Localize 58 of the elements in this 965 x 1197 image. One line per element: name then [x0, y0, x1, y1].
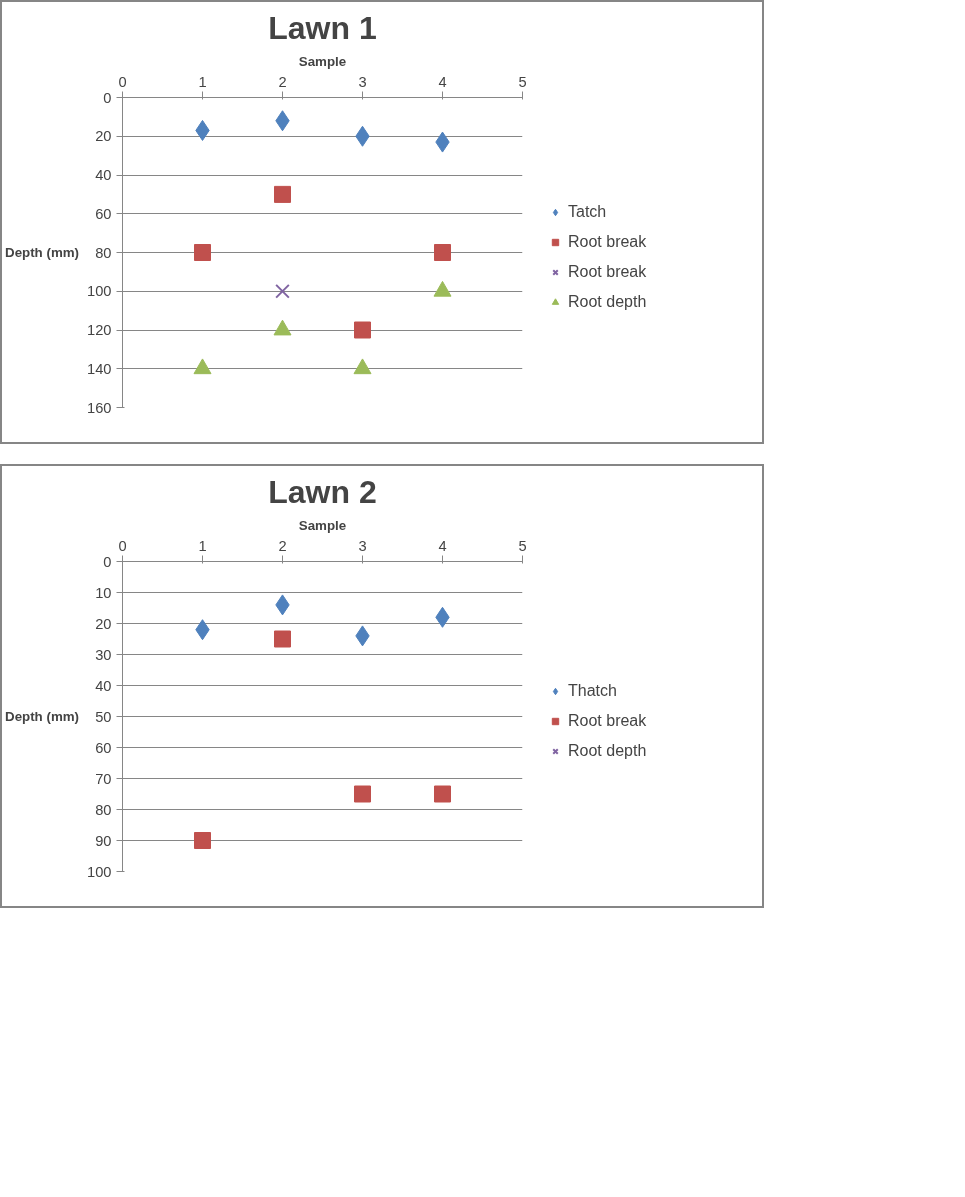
y-tick-label: 20	[95, 128, 112, 145]
y-tick-label: 160	[87, 399, 112, 416]
y-axis-title: Depth (mm)	[5, 245, 80, 260]
x-tick-label: 2	[278, 537, 287, 554]
y-tick-label: 120	[87, 322, 112, 338]
y-tick-label: 100	[87, 283, 112, 300]
point	[274, 630, 291, 648]
legend-label: Root break	[568, 233, 647, 251]
point	[433, 280, 452, 297]
y-tick-label: 140	[87, 360, 112, 377]
x-tick-label: 1	[198, 537, 207, 554]
y-tick-label: 0	[103, 553, 112, 570]
chart-title: Lawn 2	[268, 473, 377, 510]
y-tick-label: 80	[95, 801, 112, 818]
legend-label: Root break	[568, 712, 647, 730]
x-tick-label: 3	[358, 537, 367, 554]
point	[353, 358, 372, 375]
point	[194, 244, 211, 261]
y-tick-label: 10	[95, 584, 112, 601]
y-tick-label: 90	[95, 832, 112, 849]
x-tick-label: 0	[118, 537, 127, 554]
x-tick-label: 5	[518, 537, 527, 554]
x-tick-label: 0	[118, 73, 127, 90]
point	[354, 321, 371, 339]
legend-label: Tatch	[568, 203, 607, 221]
y-tick-label: 30	[95, 646, 112, 663]
x-axis-title: Sample	[298, 517, 347, 533]
y-tick-label: 0	[103, 89, 112, 106]
chart-title: Lawn 1	[268, 9, 377, 46]
x-tick-label: 2	[278, 73, 287, 90]
x-tick-label: 4	[438, 537, 447, 554]
y-axis-title: Depth (mm)	[5, 709, 80, 724]
y-tick-label: 50	[95, 708, 112, 725]
legend-label: Root break	[568, 263, 647, 281]
point	[275, 283, 290, 299]
x-tick-label: 3	[358, 73, 367, 90]
point	[354, 785, 371, 803]
point	[434, 244, 451, 261]
point	[194, 832, 211, 849]
y-tick-label: 60	[95, 739, 112, 756]
point	[273, 319, 292, 336]
legend-label: Root depth	[568, 742, 647, 760]
x-axis-title: Sample	[298, 53, 347, 69]
y-tick-label: 70	[95, 770, 112, 787]
legend-label: Thatch	[568, 682, 617, 700]
point	[274, 185, 291, 203]
y-tick-label: 20	[95, 615, 112, 632]
y-tick-label: 40	[95, 167, 112, 183]
point	[434, 785, 451, 803]
y-tick-label: 60	[95, 205, 112, 222]
x-tick-label: 1	[198, 73, 207, 90]
x-tick-label: 4	[438, 73, 447, 90]
y-tick-label: 100	[87, 863, 112, 880]
x-tick-label: 5	[518, 73, 527, 90]
y-tick-label: 80	[95, 244, 112, 261]
point	[193, 358, 212, 375]
legend-label: Root depth	[568, 293, 647, 311]
y-tick-label: 40	[95, 677, 112, 694]
